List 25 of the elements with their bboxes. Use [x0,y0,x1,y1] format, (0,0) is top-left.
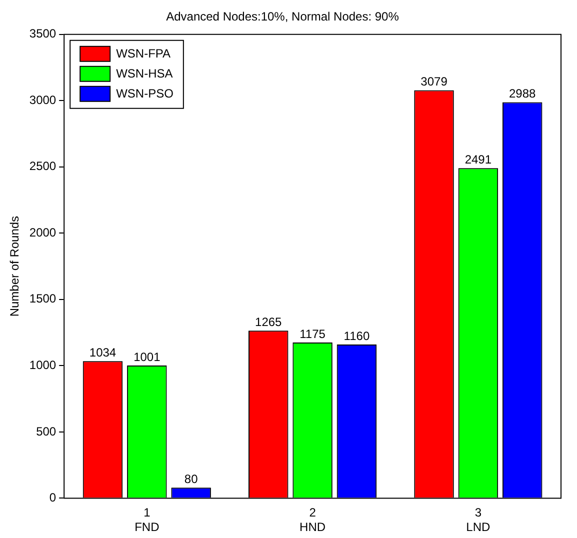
data-label: 1175 [300,326,326,341]
y-tick-label: 0 [49,490,56,505]
chart-title: Advanced Nodes:10%, Normal Nodes: 90% [166,10,400,24]
y-tick-label: 3500 [29,26,56,41]
data-label: 1160 [344,328,370,343]
y-tick-label: 2500 [29,159,56,174]
data-label: 1265 [255,314,282,329]
x-tick-label: 3 LND [466,506,491,534]
x-tick-label: 2 HND [300,506,326,534]
y-tick-label: 2000 [29,225,56,240]
data-label: 2491 [464,152,492,166]
legend-label: WSN-HSA [116,66,173,81]
legend-label: WSN-PSO [116,86,174,101]
y-tick-label: 500 [36,424,56,438]
legend-label: WSN-FPA [116,46,171,61]
y-axis-title: Number of Rounds [8,216,22,317]
y-tick-label: 3000 [29,92,56,107]
y-tick-label: 1000 [29,358,56,372]
data-label: 1001 [134,350,161,364]
y-tick-label: 1500 [29,292,56,306]
data-label: 2988 [509,86,536,101]
data-label: 3079 [420,74,448,88]
data-label: 1034 [89,345,116,360]
data-label: 80 [184,472,198,486]
x-tick-label: 1 FND [134,506,160,534]
